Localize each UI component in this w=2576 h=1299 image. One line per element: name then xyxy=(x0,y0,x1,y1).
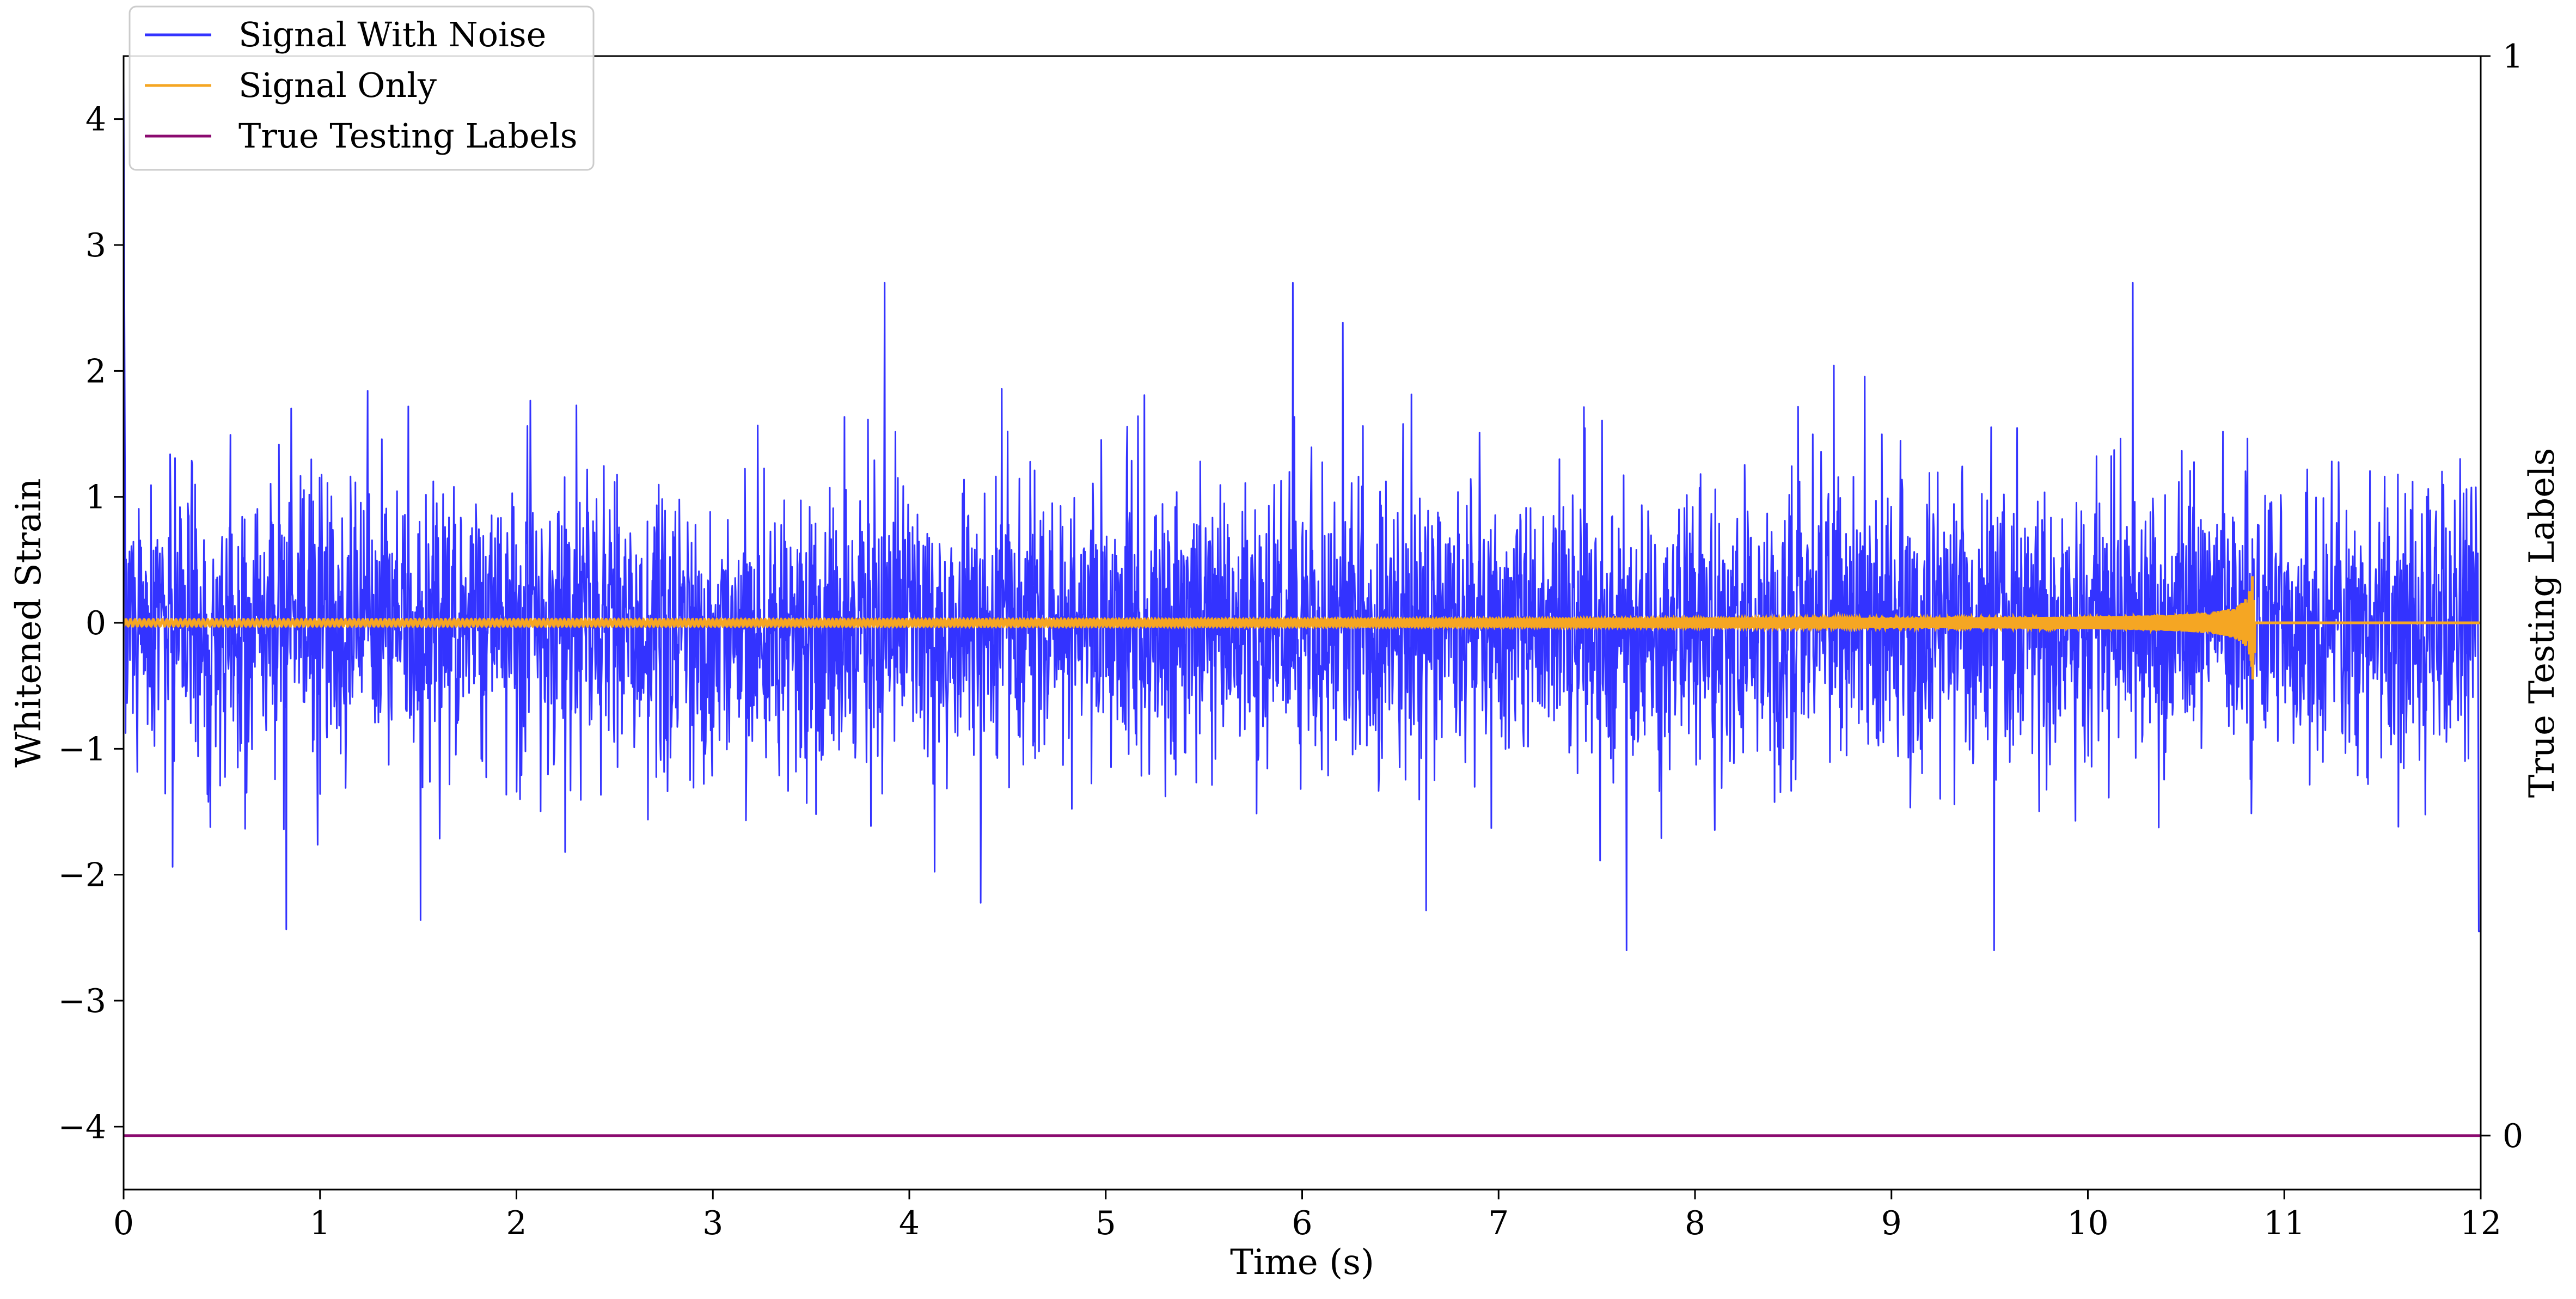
legend-label: True Testing Labels xyxy=(238,116,578,156)
series-signal-with-noise xyxy=(124,81,2481,951)
series-signal-only xyxy=(124,576,2481,680)
x-tick-label: 12 xyxy=(2460,1204,2501,1242)
x-tick-label: 8 xyxy=(1685,1204,1705,1242)
x-axis-title: Time (s) xyxy=(1230,1242,1374,1283)
x-tick-label: 6 xyxy=(1292,1204,1312,1242)
x-tick-label: 1 xyxy=(310,1204,331,1242)
x-tick-label: 9 xyxy=(1881,1204,1902,1242)
y2-tick-label: 0 xyxy=(2502,1117,2523,1155)
y-tick-label: 4 xyxy=(85,101,106,139)
legend-label: Signal With Noise xyxy=(238,15,546,54)
x-tick-label: 4 xyxy=(899,1204,920,1242)
y2-axis-title: True Testing Labels xyxy=(2522,448,2562,798)
y-tick-label: −1 xyxy=(58,730,106,768)
x-tick-label: 0 xyxy=(113,1204,134,1242)
y-tick-label: −4 xyxy=(58,1108,106,1146)
y2-tick-label: 1 xyxy=(2502,38,2523,76)
x-tick-label: 2 xyxy=(506,1204,527,1242)
y-tick-label: −3 xyxy=(58,982,106,1020)
x-tick-label: 11 xyxy=(2263,1204,2305,1242)
plot-area xyxy=(124,81,2481,1137)
y-tick-label: 0 xyxy=(85,604,106,642)
x-tick-label: 5 xyxy=(1096,1204,1116,1242)
y-tick-label: 2 xyxy=(85,352,106,390)
y-axis-title: Whitened Strain xyxy=(9,478,49,767)
x-tick-label: 3 xyxy=(702,1204,723,1242)
y-tick-label: −2 xyxy=(58,856,106,894)
y-tick-label: 3 xyxy=(85,226,106,265)
y-tick-label: 1 xyxy=(85,479,106,517)
legend-label: Signal Only xyxy=(238,65,437,105)
x-tick-label: 7 xyxy=(1488,1204,1509,1242)
x-tick-label: 10 xyxy=(2067,1204,2108,1242)
legend-box xyxy=(129,5,595,171)
